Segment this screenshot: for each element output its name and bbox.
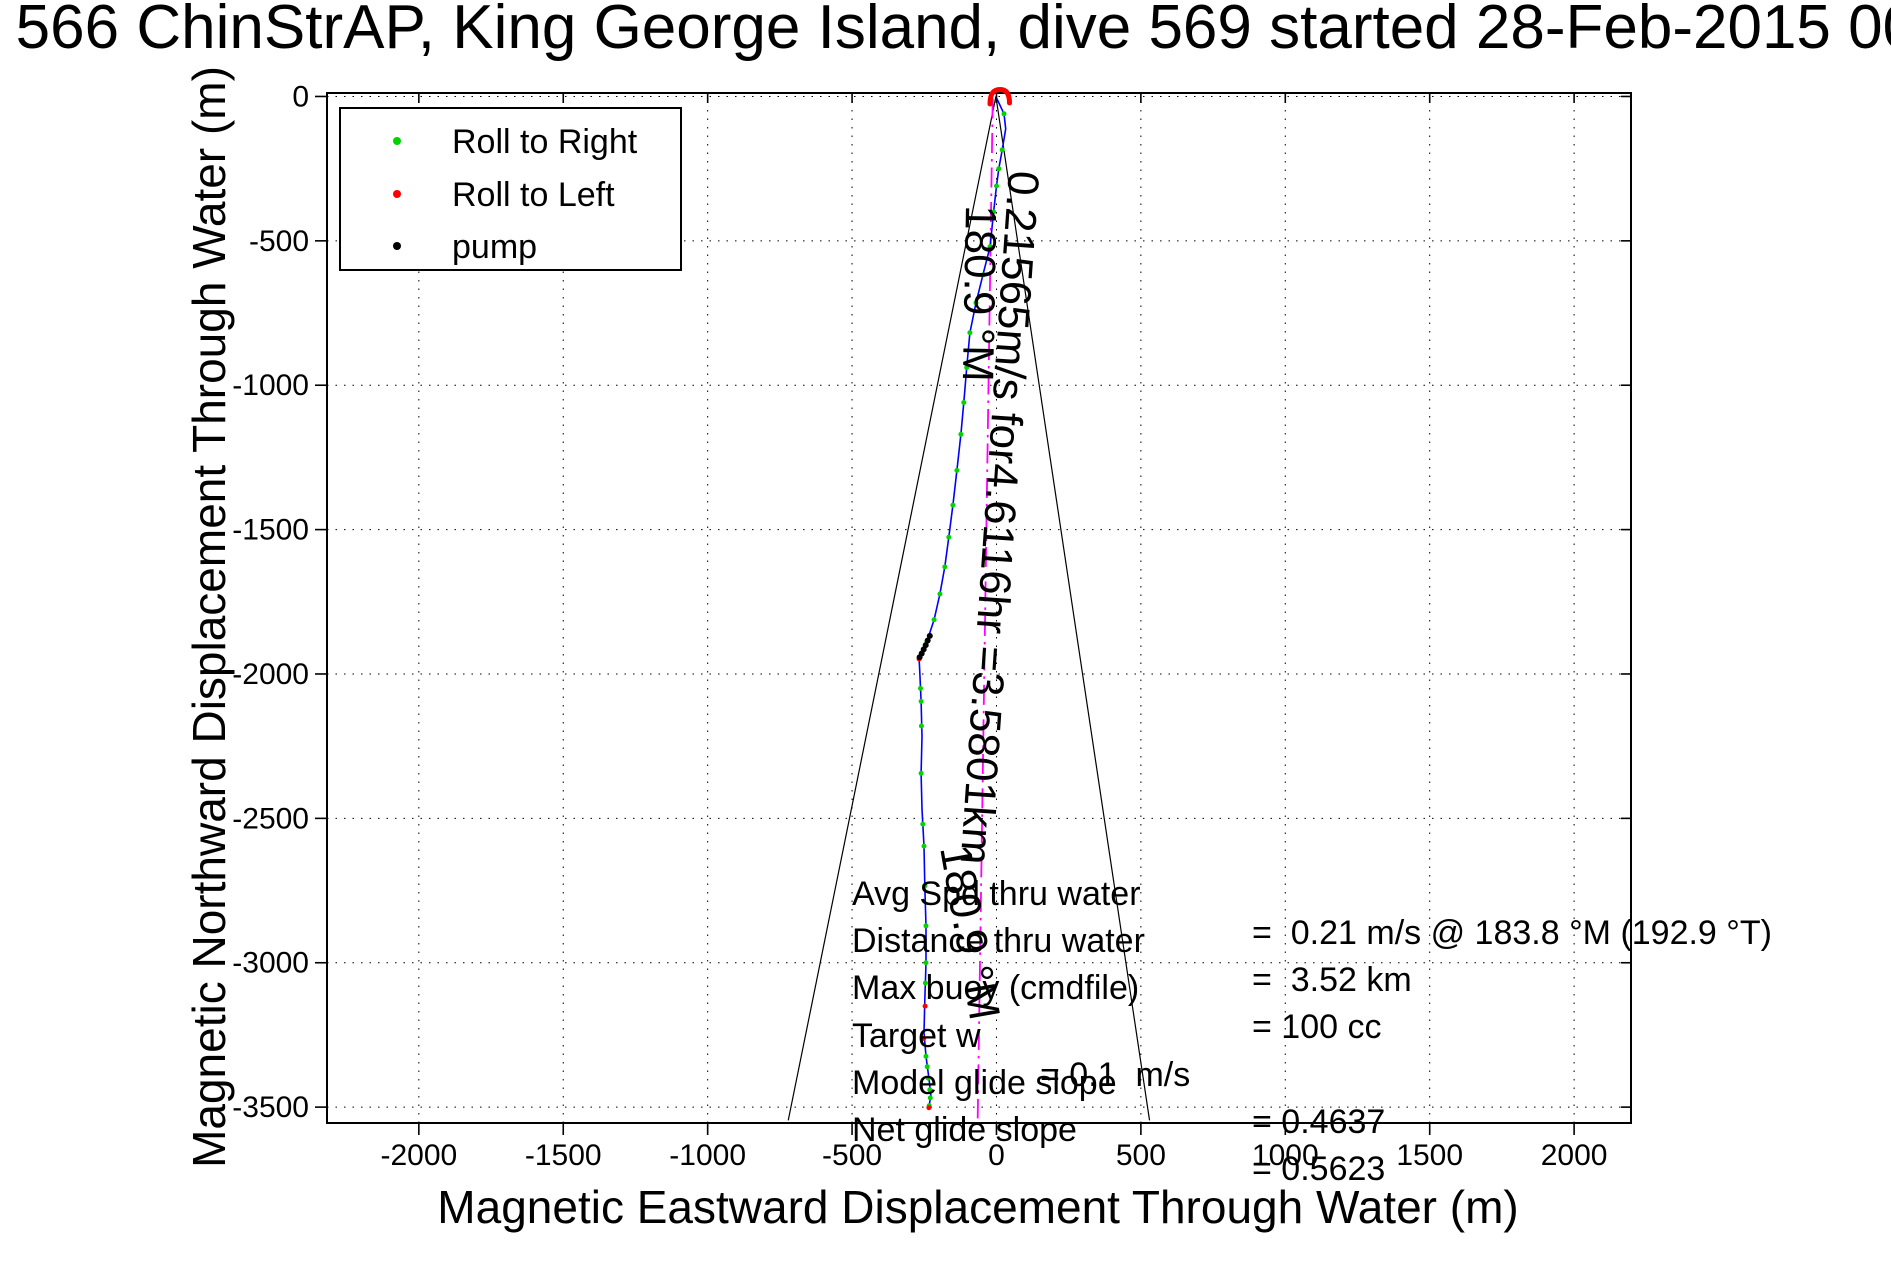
legend-label-roll-to-right: Roll to Right xyxy=(452,123,638,161)
x-tick-label: -2000 xyxy=(380,1139,457,1172)
roll-right-marker xyxy=(980,272,986,278)
x-tick-label: -500 xyxy=(822,1139,882,1172)
stat-value: = 0.5623 xyxy=(1252,1150,1386,1188)
roll-right-marker xyxy=(942,564,948,570)
roll-right-marker xyxy=(918,698,924,704)
y-tick-label: -3000 xyxy=(232,947,309,980)
roll-right-marker xyxy=(920,821,926,827)
stat-value: = 3.52 km xyxy=(1252,961,1412,999)
roll-right-marker xyxy=(921,843,927,849)
roll-right-marker xyxy=(999,147,1005,153)
roll-right-marker xyxy=(918,685,923,691)
stat-label: Model glide slope xyxy=(852,1064,1117,1102)
roll-right-marker xyxy=(918,770,924,776)
roll-right-marker xyxy=(987,244,993,250)
roll-right-marker xyxy=(927,1095,933,1101)
roll-right-marker xyxy=(918,723,924,729)
roll-right-marker xyxy=(923,923,929,929)
roll-right-marker xyxy=(922,980,928,986)
roll-right-marker xyxy=(937,591,943,597)
y-tick-label: -1500 xyxy=(232,514,309,547)
pump-marker xyxy=(926,632,933,639)
roll-left-marker xyxy=(921,1035,927,1041)
roll-right-marker xyxy=(973,300,979,306)
stat-row: Net glide slope = 0.5623 xyxy=(0,1072,1891,1188)
legend-marker-roll-to-left xyxy=(393,190,401,198)
axes-box xyxy=(326,92,1632,1124)
roll-right-marker xyxy=(923,960,929,966)
stat-value: = 100 cc xyxy=(1252,1008,1382,1046)
roll-right-marker xyxy=(994,183,999,189)
legend-label-pump: pump xyxy=(452,228,537,266)
desired-course-line xyxy=(976,98,994,1119)
x-tick-label: -1500 xyxy=(525,1139,602,1172)
stat-label: Distance thru water xyxy=(852,922,1145,960)
course-label-top: 180.9 °M xyxy=(953,205,1005,382)
stat-label: Net glide slope xyxy=(852,1111,1077,1149)
y-tick-label: 0 xyxy=(292,80,309,113)
stat-value: = 0.4637 xyxy=(1252,1103,1386,1141)
roll-right-marker xyxy=(958,431,964,437)
x-tick-label: 2000 xyxy=(1541,1139,1608,1172)
roll-right-marker xyxy=(961,400,967,405)
stat-row: Avg Spd thru water = 0.21 m/s @ 183.8 °M… xyxy=(0,836,1891,952)
y-tick-label: -2000 xyxy=(232,658,309,691)
roll-right-marker xyxy=(925,1075,931,1081)
legend-marker-roll-to-right xyxy=(393,137,401,145)
x-tick-label: 1500 xyxy=(1396,1139,1463,1172)
roll-left-marker xyxy=(922,1003,928,1009)
plot-generated-layer: -2000 -1500 -1000 -500 0 500 1000 1500 2000 0 -500… xyxy=(232,80,1631,1172)
stat-value: = 0.21 m/s @ 183.8 °M (192.9 °T) xyxy=(1252,914,1772,952)
x-tick-label: -1000 xyxy=(669,1139,746,1172)
roll-right-marker xyxy=(967,330,973,336)
roll-right-marker xyxy=(964,365,970,371)
y-tick-label: -500 xyxy=(249,225,309,258)
roll-right-marker xyxy=(954,467,960,473)
stat-value: = 0.1 m/s xyxy=(1040,1056,1191,1094)
figure-title: 566 ChinStrAP, King George Island, dive … xyxy=(15,0,1891,62)
pump-marker xyxy=(924,637,931,644)
legend: Roll to Right Roll to Left pump xyxy=(339,107,682,271)
x-tick-label: 1000 xyxy=(1252,1139,1319,1172)
pump-marker xyxy=(916,654,923,661)
roll-right-marker xyxy=(922,883,928,889)
dive-start-marker xyxy=(987,86,1012,107)
stat-label: Target w xyxy=(852,1017,981,1055)
y-tick-label: -1000 xyxy=(232,369,309,402)
x-tick-label: 0 xyxy=(988,1139,1005,1172)
stat-row: Distance thru water = 3.52 km xyxy=(0,883,1891,999)
roll-left-marker xyxy=(926,1105,932,1111)
y-tick-label: -3500 xyxy=(232,1091,309,1124)
roll-right-marker xyxy=(1001,111,1007,117)
x-axis-label: Magnetic Eastward Displacement Through W… xyxy=(437,1181,1519,1233)
bearing-cone-left xyxy=(787,96,997,1121)
roll-right-marker xyxy=(950,502,956,508)
stat-label: Avg Spd thru water xyxy=(852,875,1141,913)
x-tick-label: 500 xyxy=(1116,1139,1166,1172)
roll-right-marker xyxy=(923,1053,929,1059)
y-tick-label: -2500 xyxy=(232,802,309,835)
roll-right-marker xyxy=(924,1064,930,1070)
legend-label-roll-to-left: Roll to Left xyxy=(452,176,615,214)
legend-marker-pump xyxy=(393,242,401,250)
roll-right-marker xyxy=(991,209,997,215)
stat-row: Max buoy (cmdfile) = 100 cc xyxy=(0,930,1891,1046)
stat-label: Max buoy (cmdfile) xyxy=(852,969,1140,1007)
stat-row: Model glide slope = 0.4637 xyxy=(0,1025,1891,1141)
roll-right-marker xyxy=(931,617,937,623)
roll-right-marker xyxy=(946,534,952,540)
bearing-cone-right xyxy=(995,96,1151,1121)
roll-right-marker xyxy=(927,1087,933,1093)
roll-right-marker xyxy=(996,166,1002,172)
stat-row: Target w = 0.1 m/s xyxy=(0,978,1891,1094)
